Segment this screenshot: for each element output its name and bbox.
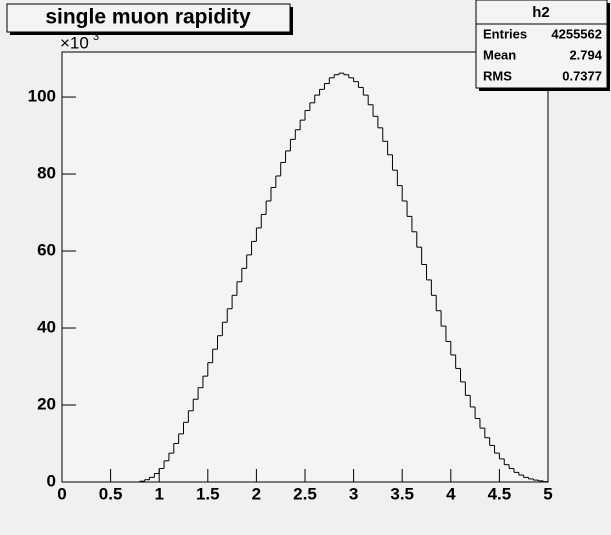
y-tick-label: 60 xyxy=(37,241,56,260)
y-tick-label: 40 xyxy=(37,318,56,337)
y-multiplier: ×10 xyxy=(60,33,89,52)
stats-box xyxy=(475,0,608,89)
stats-label: Entries xyxy=(483,26,527,41)
stats-value: 0.7377 xyxy=(562,68,602,83)
y-tick-label: 80 xyxy=(37,164,56,183)
x-tick-label: 2 xyxy=(252,484,261,503)
y-tick-label: 0 xyxy=(47,471,56,490)
stats-label: RMS xyxy=(483,68,512,83)
y-tick-label: 100 xyxy=(28,87,56,106)
x-tick-label: 1 xyxy=(154,484,163,503)
stats-value: 4255562 xyxy=(551,26,602,41)
stats-label: Mean xyxy=(483,47,516,62)
x-tick-label: 1.5 xyxy=(196,484,220,503)
x-tick-label: 0 xyxy=(57,484,66,503)
plot-frame xyxy=(61,51,549,483)
x-tick-label: 0.5 xyxy=(99,484,123,503)
y-tick-label: 20 xyxy=(37,394,56,413)
x-tick-label: 4.5 xyxy=(488,484,512,503)
x-tick-label: 3 xyxy=(349,484,358,503)
stats-title: h2 xyxy=(532,4,550,21)
title-box xyxy=(6,3,291,33)
chart-title: single muon rapidity xyxy=(45,6,251,29)
y-multiplier-exponent: 3 xyxy=(93,31,99,43)
stats-value: 2.794 xyxy=(569,47,602,62)
x-tick-label: 2.5 xyxy=(293,484,317,503)
x-tick-label: 3.5 xyxy=(390,484,414,503)
x-tick-label: 4 xyxy=(446,484,456,503)
x-tick-label: 5 xyxy=(543,484,552,503)
